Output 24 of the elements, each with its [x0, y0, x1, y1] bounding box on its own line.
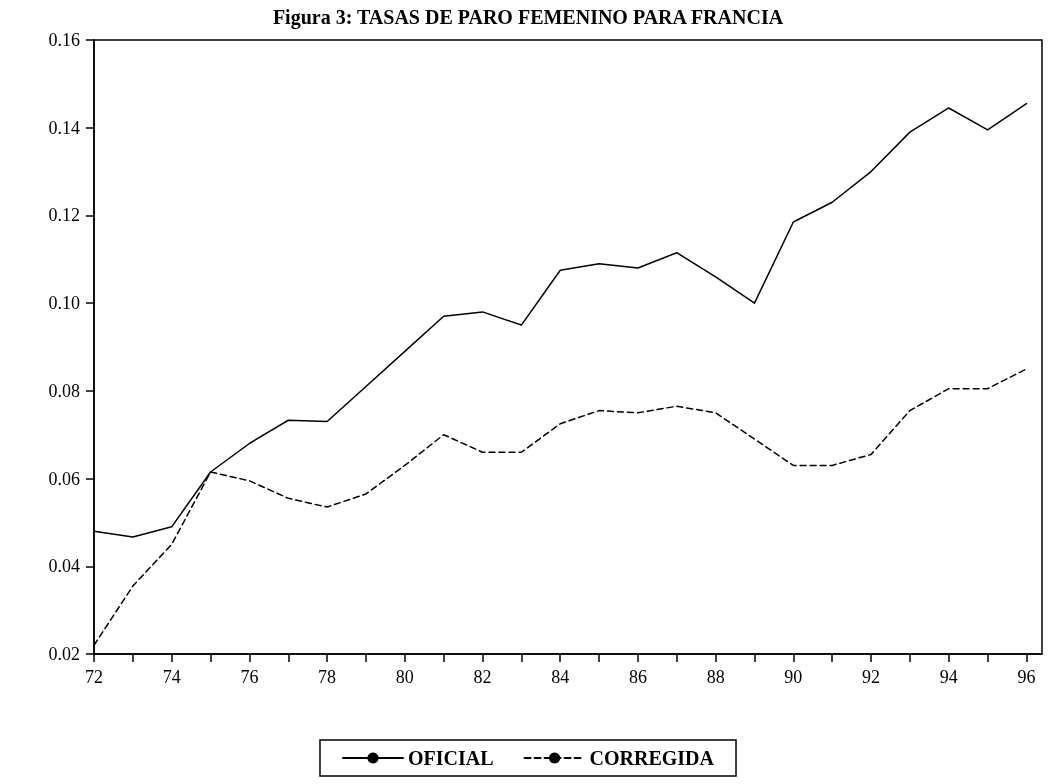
x-tick-label: 72: [85, 667, 103, 687]
x-tick-label: 92: [862, 667, 881, 687]
y-tick-label: 0.10: [48, 293, 80, 314]
legend-label: OFICIAL: [407, 747, 494, 769]
x-tick-label: 80: [395, 667, 414, 687]
y-tick-label: 0.14: [48, 117, 80, 138]
y-tick-label: 0.04: [48, 556, 80, 577]
y-tick-label: 0.12: [48, 205, 80, 226]
x-tick-label: 88: [706, 667, 725, 687]
x-tick-label: 90: [784, 667, 803, 687]
x-tick-label: 84: [551, 667, 570, 687]
x-tick-label: 82: [473, 667, 492, 687]
x-tick-label: 74: [162, 667, 181, 687]
legend-label: CORREGIDA: [589, 747, 715, 769]
x-tick-label: 94: [939, 667, 958, 687]
y-tick-label: 0.08: [48, 380, 80, 401]
x-tick-label: 76: [240, 667, 259, 687]
x-tick-label: 86: [628, 667, 647, 687]
x-tick-label: 78: [318, 667, 337, 687]
y-tick-label: 0.06: [48, 468, 80, 489]
y-tick-label: 0.16: [48, 30, 80, 50]
x-tick-label: 96: [1017, 667, 1036, 687]
chart-title: Figura 3: TASAS DE PARO FEMENINO PARA FRANCIA: [272, 6, 784, 29]
y-tick-label: 0.02: [48, 644, 80, 664]
